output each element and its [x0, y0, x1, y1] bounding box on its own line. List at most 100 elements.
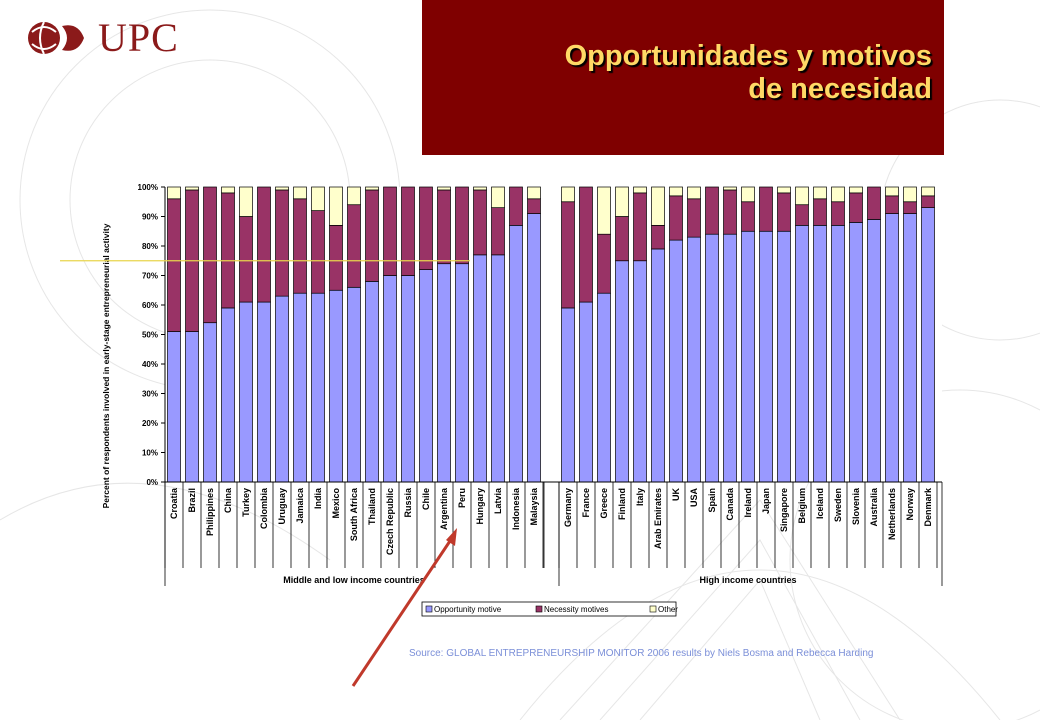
group-label: Middle and low income countries — [283, 575, 425, 585]
x-tick-label: India — [313, 487, 323, 509]
y-tick-label: 20% — [142, 419, 158, 428]
bar-necessity-motives — [741, 201, 755, 232]
bar-necessity-motives — [831, 201, 845, 226]
x-tick-label: South Africa — [349, 487, 359, 541]
x-tick-label: Belgium — [797, 488, 807, 524]
legend-swatch — [425, 605, 433, 613]
bar-necessity-motives — [561, 201, 575, 309]
bar-necessity-motives — [687, 198, 701, 238]
bar-opportunity-motive — [849, 222, 863, 483]
bar-other — [167, 186, 181, 200]
bar-necessity-motives — [365, 189, 379, 282]
x-tick-label: Italy — [635, 488, 645, 506]
bar-opportunity-motive — [651, 248, 665, 483]
bar-necessity-motives — [813, 198, 827, 226]
bar-opportunity-motive — [527, 213, 541, 483]
bar-necessity-motives — [579, 186, 593, 303]
bar-necessity-motives — [437, 189, 451, 265]
y-tick-label: 70% — [142, 272, 158, 281]
x-tick-label: Argentina — [439, 487, 449, 530]
bar-necessity-motives — [651, 225, 665, 250]
bar-other — [311, 186, 325, 211]
bar-opportunity-motive — [473, 254, 487, 483]
bar-necessity-motives — [167, 198, 181, 332]
bar-opportunity-motive — [561, 307, 575, 483]
x-tick-label: Greece — [599, 488, 609, 519]
bar-other — [633, 186, 647, 194]
legend-label: Other — [658, 605, 678, 614]
bar-other — [437, 186, 451, 191]
x-tick-label: Czech Republic — [385, 488, 395, 555]
x-tick-label: Iceland — [815, 488, 825, 519]
bar-necessity-motives — [795, 204, 809, 226]
bar-opportunity-motive — [167, 331, 181, 483]
x-tick-label: Indonesia — [511, 487, 521, 530]
x-tick-label: Netherlands — [887, 488, 897, 540]
bar-other — [921, 186, 935, 197]
bar-other — [813, 186, 827, 200]
bar-necessity-motives — [759, 186, 773, 232]
bar-opportunity-motive — [921, 207, 935, 483]
bar-necessity-motives — [723, 189, 737, 235]
bar-necessity-motives — [597, 233, 611, 294]
bar-other — [347, 186, 361, 206]
x-tick-label: Sweden — [833, 488, 843, 522]
bar-other — [903, 186, 917, 203]
x-tick-label: Russia — [403, 487, 413, 518]
globe-icon — [28, 21, 84, 54]
bar-opportunity-motive — [615, 260, 629, 483]
bar-other — [239, 186, 253, 217]
bar-necessity-motives — [329, 225, 343, 291]
bar-opportunity-motive — [257, 301, 271, 483]
bar-other — [185, 186, 199, 191]
x-tick-label: Mexico — [331, 488, 341, 519]
bar-necessity-motives — [921, 195, 935, 209]
bar-other — [329, 186, 343, 226]
bar-opportunity-motive — [687, 236, 701, 483]
bar-opportunity-motive — [741, 230, 755, 483]
bar-opportunity-motive — [597, 292, 611, 483]
bar-necessity-motives — [527, 198, 541, 214]
x-tick-label: Colombia — [259, 487, 269, 529]
bar-opportunity-motive — [867, 219, 881, 483]
bar-opportunity-motive — [383, 275, 397, 483]
bar-opportunity-motive — [795, 225, 809, 483]
x-tick-label: Australia — [869, 487, 879, 527]
bar-opportunity-motive — [903, 213, 917, 483]
bar-other — [615, 186, 629, 217]
bar-opportunity-motive — [347, 286, 361, 483]
legend-label: Necessity motives — [544, 605, 608, 614]
legend-label: Opportunity motive — [434, 605, 502, 614]
y-tick-label: 90% — [142, 213, 158, 222]
bar-other — [849, 186, 863, 194]
bar-necessity-motives — [705, 186, 719, 235]
x-tick-label: Hungary — [475, 488, 485, 525]
bar-necessity-motives — [455, 186, 469, 265]
y-tick-label: 40% — [142, 360, 158, 369]
bar-opportunity-motive — [203, 322, 217, 483]
bar-other — [831, 186, 845, 203]
bar-necessity-motives — [867, 186, 881, 220]
bar-necessity-motives — [257, 186, 271, 303]
bar-other — [777, 186, 791, 194]
bar-opportunity-motive — [275, 295, 289, 483]
bar-other — [723, 186, 737, 191]
bar-opportunity-motive — [401, 275, 415, 483]
x-tick-label: Thailand — [367, 488, 377, 525]
x-tick-label: Brazil — [187, 488, 197, 513]
bar-other — [473, 186, 487, 191]
bar-other — [293, 186, 307, 200]
bar-necessity-motives — [293, 198, 307, 294]
title-line-2: de necesidad — [748, 73, 932, 105]
bar-other — [491, 186, 505, 208]
bar-necessity-motives — [401, 186, 415, 276]
y-tick-label: 30% — [142, 390, 158, 399]
x-tick-label: Germany — [563, 488, 573, 527]
bar-opportunity-motive — [633, 260, 647, 483]
bar-opportunity-motive — [759, 230, 773, 483]
x-tick-label: USA — [689, 488, 699, 508]
bar-other — [741, 186, 755, 203]
bar-opportunity-motive — [705, 233, 719, 483]
bar-necessity-motives — [633, 192, 647, 262]
bar-necessity-motives — [275, 189, 289, 297]
